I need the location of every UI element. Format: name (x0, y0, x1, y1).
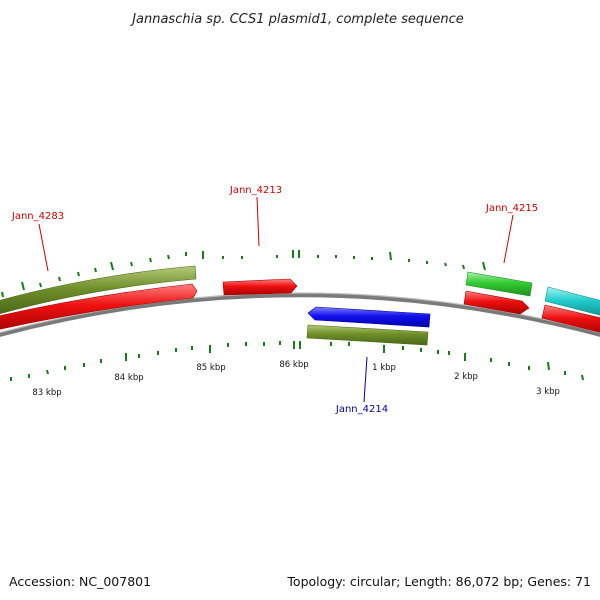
cds-forward-jann-4213[interactable] (222, 278, 298, 296)
gene-feature-green[interactable] (465, 271, 533, 297)
plasmid-backbone (0, 292, 600, 337)
accession-text: Accession: NC_007801 (9, 574, 151, 589)
gene-label-jann-4213[interactable]: Jann_4213 (229, 185, 282, 196)
scale-label-85kbp: 85 kbp (196, 363, 225, 373)
gene-feature-olive-left[interactable] (0, 265, 197, 316)
scale-label-2kbp: 2 kbp (454, 372, 478, 382)
cds-reverse-jann-4214[interactable] (307, 306, 431, 328)
gene-label-jann-4283[interactable]: Jann_4283 (11, 211, 64, 222)
label-line-jann-4214 (363, 356, 368, 403)
gene-feature-olive-jann-4214[interactable] (306, 324, 429, 346)
cds-forward-jann-4215[interactable] (463, 290, 530, 315)
outer-tick-marks (1, 250, 486, 298)
inner-tick-marks (10, 341, 584, 381)
map-title: Jannaschia sp. CCS1 plasmid1, complete s… (129, 12, 464, 27)
gene-label-jann-4214[interactable]: Jann_4214 (335, 404, 388, 415)
scale-label-83kbp: 83 kbp (32, 388, 61, 398)
gene-feature-cyan[interactable] (544, 286, 600, 317)
label-line-jann-4283 (38, 223, 49, 272)
label-line-jann-4215 (503, 214, 514, 264)
cds-forward-right[interactable] (541, 304, 600, 334)
scale-label-84kbp: 84 kbp (114, 373, 143, 383)
scale-label-1kbp: 1 kbp (372, 363, 396, 373)
gene-label-jann-4215[interactable]: Jann_4215 (485, 203, 538, 214)
cds-forward-left[interactable] (0, 283, 198, 331)
scale-label-86kbp: 86 kbp (279, 360, 308, 370)
plasmid-backbone-highlight (0, 292, 600, 334)
topology-summary-text: Topology: circular; Length: 86,072 bp; G… (286, 574, 591, 589)
scale-label-3kbp: 3 kbp (536, 387, 560, 397)
label-line-jann-4213 (256, 196, 260, 247)
